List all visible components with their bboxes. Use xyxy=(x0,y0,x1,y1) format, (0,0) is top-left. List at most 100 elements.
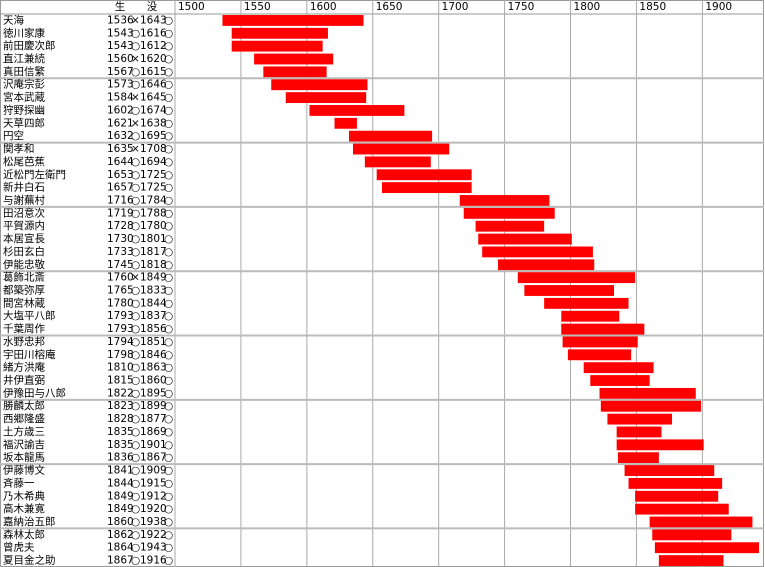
birth-mark: ○ xyxy=(131,375,140,387)
birth-year: 1849 xyxy=(107,490,134,502)
birth-mark: × xyxy=(131,14,140,26)
death-year: 1801 xyxy=(140,233,167,245)
death-mark: ○ xyxy=(164,542,173,554)
birth-year: 1573 xyxy=(107,79,134,91)
death-year: 1844 xyxy=(140,297,167,309)
name: 与謝蕪村 xyxy=(3,193,45,206)
bar xyxy=(617,452,659,464)
death-year: 1725 xyxy=(140,182,167,194)
column-header: 生 xyxy=(115,0,126,13)
x-tick-label: 1500 xyxy=(178,1,205,13)
bar xyxy=(524,285,615,296)
bar xyxy=(649,516,753,528)
birth-year: 1584 xyxy=(107,92,134,104)
birth-year: 1794 xyxy=(107,336,134,348)
death-year: 1725 xyxy=(140,169,167,181)
name: 杉田玄白 xyxy=(3,245,45,258)
death-mark: ○ xyxy=(164,375,173,387)
birth-mark: ○ xyxy=(131,27,140,39)
name: 嘉納治五郎 xyxy=(3,515,56,528)
birth-mark: ○ xyxy=(131,349,140,361)
birth-mark: ○ xyxy=(131,465,140,477)
bar xyxy=(482,246,593,258)
death-year: 1616 xyxy=(140,27,167,39)
birth-year: 1567 xyxy=(107,66,134,78)
birth-mark: ○ xyxy=(131,156,140,168)
bar xyxy=(334,117,357,129)
name: 都築弥厚 xyxy=(3,284,45,297)
death-year: 1695 xyxy=(140,130,167,142)
birth-mark: ○ xyxy=(131,413,140,425)
x-tick-label: 1700 xyxy=(442,1,469,13)
death-year: 1817 xyxy=(140,246,167,258)
name: 伊藤博文 xyxy=(3,464,45,477)
death-year: 1860 xyxy=(140,375,167,387)
bar xyxy=(652,529,732,541)
bar xyxy=(607,413,673,425)
birth-mark: ○ xyxy=(131,529,140,541)
death-mark: ○ xyxy=(164,194,173,206)
name: 宮本武蔵 xyxy=(3,91,45,104)
birth-mark: ○ xyxy=(131,104,140,116)
name: 千葉周作 xyxy=(3,322,45,335)
birth-mark: ○ xyxy=(131,542,140,554)
death-year: 1837 xyxy=(140,310,167,322)
birth-mark: ○ xyxy=(131,66,140,78)
death-mark: ○ xyxy=(164,233,173,245)
birth-year: 1760 xyxy=(107,272,134,284)
bar xyxy=(635,490,719,502)
bar xyxy=(498,259,595,271)
birth-mark: ○ xyxy=(131,130,140,142)
birth-year: 1793 xyxy=(107,310,134,322)
bar xyxy=(271,79,368,91)
birth-year: 1716 xyxy=(107,194,134,206)
death-mark: ○ xyxy=(164,182,173,194)
birth-mark: ○ xyxy=(131,310,140,322)
name: 近松門左衛門 xyxy=(3,168,66,181)
birth-mark: ○ xyxy=(131,477,140,489)
bar xyxy=(475,220,545,232)
death-mark: ○ xyxy=(164,555,173,567)
name: 大塩平八郎 xyxy=(3,309,56,322)
birth-year: 1653 xyxy=(107,169,134,181)
death-mark: ○ xyxy=(164,92,173,104)
name: 田沼意次 xyxy=(3,206,45,219)
birth-mark: × xyxy=(131,117,140,129)
bar xyxy=(381,182,472,194)
birth-year: 1810 xyxy=(107,362,134,374)
death-mark: ○ xyxy=(164,516,173,528)
name: 夏目金之助 xyxy=(3,554,56,567)
column-header: 没 xyxy=(147,1,158,13)
birth-mark: ○ xyxy=(131,490,140,502)
birth-mark: ○ xyxy=(131,259,140,271)
death-mark: ○ xyxy=(164,207,173,219)
birth-mark: ○ xyxy=(131,336,140,348)
birth-year: 1849 xyxy=(107,503,134,515)
death-year: 1780 xyxy=(140,220,167,232)
death-mark: ○ xyxy=(164,272,173,284)
name: 伊豫田与八郎 xyxy=(3,386,66,399)
name: 狩野探幽 xyxy=(3,103,45,116)
name: 関孝和 xyxy=(3,143,35,155)
death-year: 1615 xyxy=(140,66,167,78)
death-mark: ○ xyxy=(164,323,173,335)
birth-year: 1745 xyxy=(107,259,134,271)
death-year: 1899 xyxy=(140,400,167,412)
death-year: 1867 xyxy=(140,452,167,464)
birth-year: 1836 xyxy=(107,452,134,464)
death-mark: ○ xyxy=(164,413,173,425)
name: 土方歳三 xyxy=(3,425,45,438)
birth-mark: × xyxy=(131,272,140,284)
name: 葛飾北斎 xyxy=(3,271,45,284)
name: 沢庵宗彭 xyxy=(3,78,45,91)
death-year: 1784 xyxy=(140,194,167,206)
name: 曾虎夫 xyxy=(3,541,35,554)
birth-year: 1543 xyxy=(107,27,134,39)
birth-mark: ○ xyxy=(131,426,140,438)
death-mark: ○ xyxy=(164,387,173,399)
bar xyxy=(616,426,662,438)
birth-mark: ○ xyxy=(131,362,140,374)
name: 間宮林蔵 xyxy=(3,296,45,309)
bar xyxy=(254,53,334,65)
death-year: 1856 xyxy=(140,323,167,335)
